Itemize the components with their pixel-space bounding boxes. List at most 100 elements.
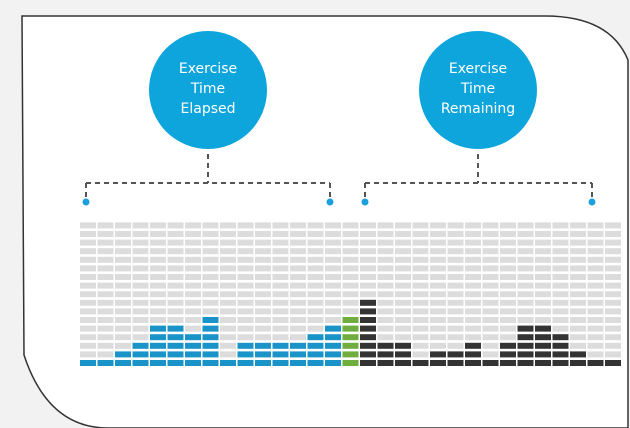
- filled-cell: [377, 360, 394, 366]
- empty-cell: [430, 274, 446, 280]
- empty-cell: [185, 239, 201, 246]
- empty-cell: [552, 325, 569, 332]
- empty-cell: [237, 256, 254, 263]
- empty-cell: [395, 265, 411, 272]
- empty-cell: [220, 334, 236, 341]
- empty-cell: [360, 231, 376, 237]
- time-column: [412, 222, 429, 366]
- empty-cell: [150, 256, 166, 263]
- empty-cell: [97, 299, 114, 306]
- empty-cell: [587, 342, 604, 349]
- filled-cell: [342, 342, 359, 349]
- filled-cell: [395, 342, 411, 349]
- empty-cell: [325, 299, 341, 306]
- empty-cell: [97, 342, 114, 349]
- filled-cell: [150, 351, 166, 358]
- empty-cell: [132, 265, 149, 272]
- empty-cell: [150, 222, 166, 229]
- empty-cell: [412, 325, 429, 332]
- elapsed-bubble: Exercise Time Elapsed: [149, 31, 267, 149]
- empty-cell: [255, 231, 271, 237]
- empty-cell: [360, 239, 376, 246]
- empty-cell: [80, 342, 96, 349]
- empty-cell: [185, 231, 201, 237]
- filled-cell: [535, 342, 551, 349]
- empty-cell: [237, 265, 254, 272]
- filled-cell: [272, 351, 289, 358]
- empty-cell: [377, 325, 394, 332]
- empty-cell: [377, 248, 394, 255]
- empty-cell: [97, 265, 114, 272]
- empty-cell: [202, 299, 219, 306]
- empty-cell: [395, 231, 411, 237]
- filled-cell: [325, 325, 341, 332]
- empty-cell: [412, 222, 429, 229]
- empty-cell: [430, 342, 446, 349]
- filled-cell: [360, 342, 376, 349]
- filled-cell: [517, 351, 534, 358]
- empty-cell: [482, 282, 499, 289]
- empty-cell: [500, 239, 516, 246]
- empty-cell: [360, 291, 376, 298]
- filled-cell: [360, 325, 376, 332]
- empty-cell: [272, 299, 289, 306]
- filled-cell: [185, 360, 201, 366]
- empty-cell: [290, 239, 306, 246]
- empty-cell: [552, 308, 569, 315]
- empty-cell: [552, 299, 569, 306]
- empty-cell: [482, 299, 499, 306]
- empty-cell: [482, 274, 499, 280]
- time-column: [517, 222, 534, 366]
- filled-cell: [150, 325, 166, 332]
- filled-cell: [290, 351, 306, 358]
- empty-cell: [272, 239, 289, 246]
- empty-cell: [132, 308, 149, 315]
- empty-cell: [570, 291, 586, 298]
- filled-cell: [517, 325, 534, 332]
- filled-cell: [132, 351, 149, 358]
- empty-cell: [587, 231, 604, 237]
- empty-cell: [150, 317, 166, 323]
- empty-cell: [570, 317, 586, 323]
- empty-cell: [430, 222, 446, 229]
- empty-cell: [552, 282, 569, 289]
- empty-cell: [447, 274, 464, 280]
- empty-cell: [272, 308, 289, 315]
- empty-cell: [342, 239, 359, 246]
- empty-cell: [465, 299, 481, 306]
- empty-cell: [255, 265, 271, 272]
- empty-cell: [97, 334, 114, 341]
- empty-cell: [132, 325, 149, 332]
- empty-cell: [272, 334, 289, 341]
- empty-cell: [482, 308, 499, 315]
- empty-cell: [97, 282, 114, 289]
- empty-cell: [482, 342, 499, 349]
- filled-cell: [360, 299, 376, 306]
- filled-cell: [552, 360, 569, 366]
- empty-cell: [377, 256, 394, 263]
- empty-cell: [97, 291, 114, 298]
- empty-cell: [552, 222, 569, 229]
- empty-cell: [482, 231, 499, 237]
- filled-cell: [360, 308, 376, 315]
- empty-cell: [465, 248, 481, 255]
- empty-cell: [500, 299, 516, 306]
- empty-cell: [290, 282, 306, 289]
- empty-cell: [97, 239, 114, 246]
- empty-cell: [97, 222, 114, 229]
- empty-cell: [132, 222, 149, 229]
- empty-cell: [570, 299, 586, 306]
- filled-cell: [325, 351, 341, 358]
- elapsed-bracket-end-dot: [326, 198, 334, 206]
- empty-cell: [132, 231, 149, 237]
- empty-cell: [587, 308, 604, 315]
- empty-cell: [290, 265, 306, 272]
- empty-cell: [535, 248, 551, 255]
- empty-cell: [80, 222, 96, 229]
- empty-cell: [587, 248, 604, 255]
- empty-cell: [185, 308, 201, 315]
- time-column: [500, 222, 516, 366]
- empty-cell: [167, 299, 184, 306]
- empty-cell: [570, 308, 586, 315]
- empty-cell: [447, 334, 464, 341]
